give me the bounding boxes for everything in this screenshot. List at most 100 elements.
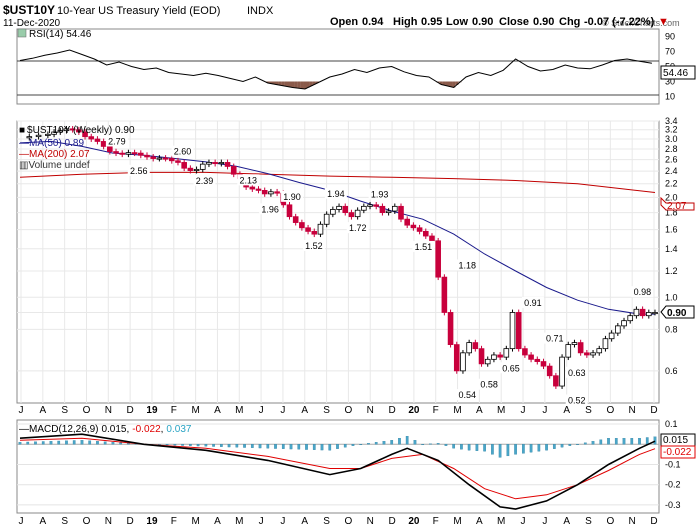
month-label: M (497, 405, 505, 416)
histogram-bar (576, 444, 579, 446)
histogram-bar (560, 444, 564, 448)
histogram-bar (235, 444, 239, 448)
month-label: O (83, 516, 91, 527)
candle-body (286, 204, 293, 218)
month-label: J (521, 516, 526, 527)
price-annotation: 2.60 (174, 147, 192, 157)
candle-body (398, 205, 404, 220)
month-label: M (453, 405, 461, 416)
price-tick-label: 3.4 (665, 116, 678, 126)
candle-body (565, 344, 572, 358)
month-label: N (367, 405, 374, 416)
histogram-bar (88, 440, 92, 445)
rsi-oversold-fill (300, 81, 304, 89)
candle-body (577, 342, 584, 354)
month-label: J (542, 405, 547, 416)
price-tick-label: 3.2 (665, 125, 678, 135)
price-tick-label: 1.6 (665, 225, 678, 235)
month-label: A (476, 405, 483, 416)
candle-body (367, 204, 373, 207)
candle-body (336, 205, 342, 210)
month-label: F (433, 516, 439, 527)
candle-body (404, 218, 410, 226)
month-label: J (280, 405, 285, 416)
annotation-bg (565, 394, 588, 406)
candle-body (596, 348, 603, 354)
price-tick-label: 1.8 (665, 208, 678, 218)
histogram-bar (49, 441, 53, 445)
annotation-bg (193, 174, 216, 186)
month-label: 20 (408, 405, 420, 416)
candle-body (515, 312, 522, 350)
histogram-bar (119, 442, 123, 445)
candle-body (553, 375, 559, 387)
histogram-bar (281, 444, 285, 449)
open-value: 0.94 (362, 16, 384, 28)
high-value: 0.95 (421, 16, 442, 28)
month-label: S (61, 516, 68, 527)
histogram-bar (537, 444, 541, 452)
month-label: J (280, 516, 285, 527)
candle-body (255, 188, 262, 191)
month-label: A (301, 405, 308, 416)
price-annotation: 0.71 (546, 334, 564, 344)
price-tick-label: 0.8 (665, 324, 678, 334)
histogram-bar (250, 444, 254, 448)
month-label: N (367, 516, 374, 527)
histogram-bar (491, 444, 494, 455)
histogram-bar (460, 444, 463, 450)
price-annotation: 0.63 (568, 368, 586, 378)
price-annotation: 1.90 (283, 192, 301, 202)
candle-body (484, 358, 491, 365)
histogram-bar (591, 441, 595, 445)
price-panel: 3.43.23.02.82.62.4 2.2 2.0 1.8 1.6 1.4 1.2 1.0 0… (16, 116, 695, 406)
candle-body (621, 320, 627, 327)
price-annotation: 1.93 (371, 190, 389, 200)
histogram-bar (552, 444, 556, 449)
candle-body (422, 230, 429, 237)
annotation-bg (412, 240, 435, 252)
legend-ma50: —MA(50) 0.89 (19, 138, 84, 149)
x-axis-top: J A S O N D 19 F M A M J J A S O N D 20 F M A M J J A S O N D (19, 405, 658, 416)
annotation-bg (127, 164, 150, 176)
annotation-bg (368, 188, 391, 200)
candle-body (187, 167, 194, 171)
candle-body (119, 152, 126, 155)
candle-body (441, 276, 448, 313)
candle-body (503, 348, 510, 358)
annotation-bg (456, 389, 479, 401)
close-value: 0.90 (533, 16, 554, 28)
signal-value-box (660, 445, 696, 459)
ma50-line (19, 140, 655, 315)
candle-body (453, 344, 460, 372)
price-annotation: 2.79 (108, 136, 126, 146)
candle-body (274, 191, 280, 194)
annotation-bg (346, 222, 369, 234)
candle-body (45, 133, 51, 136)
histogram-bar (429, 443, 432, 445)
rsi-oversold-fill (275, 81, 279, 85)
candle-body (299, 222, 305, 229)
candle-body (478, 348, 485, 365)
rsi-panel: 9070503010 RSI(14) 54.46 54.46 (16, 28, 696, 105)
candle-body (491, 354, 497, 360)
candle-body (261, 190, 268, 195)
candle-body (639, 308, 646, 317)
price-annotation: 2.39 (196, 176, 214, 186)
candle-body (373, 204, 380, 207)
legend-volume: ▥Volume undef (19, 160, 90, 171)
candle-body (125, 152, 132, 155)
month-label: 19 (146, 405, 158, 416)
candle-body (193, 168, 200, 171)
annotation-bg (105, 135, 128, 147)
legend-swatch-icon (17, 28, 27, 38)
price-annotation: 2.13 (239, 175, 257, 185)
candle-body (168, 158, 175, 162)
histogram-bar (289, 444, 293, 450)
histogram-bar (189, 444, 192, 446)
histogram-bar (65, 440, 68, 445)
exchange: INDX (247, 5, 274, 17)
candle-body (330, 209, 336, 215)
histogram-bar (204, 444, 208, 447)
histogram-bar (452, 444, 456, 449)
